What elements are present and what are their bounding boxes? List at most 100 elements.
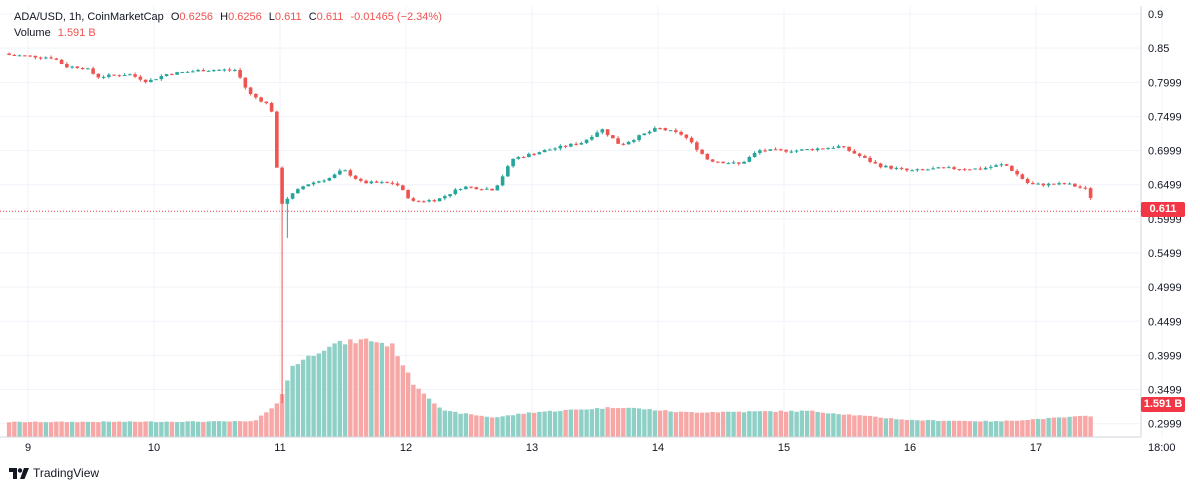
candle-body: [947, 167, 951, 169]
candle-body: [406, 190, 410, 199]
candle-body: [926, 169, 930, 171]
volume-bar: [615, 408, 621, 437]
volume-bar: [568, 409, 574, 437]
candle-body: [915, 169, 920, 171]
volume-bar: [337, 340, 343, 437]
y-tick-label: 0.4999: [1148, 282, 1182, 294]
footer: TradingView: [9, 466, 99, 480]
candle-body: [12, 54, 17, 56]
volume-bar: [33, 421, 38, 437]
volume-bar: [353, 343, 358, 437]
candle-body: [479, 189, 484, 191]
volume-bar: [831, 413, 836, 437]
candle-body: [920, 169, 925, 171]
candle-body: [952, 167, 956, 170]
volume-bar: [274, 403, 280, 437]
candle-body: [842, 146, 846, 148]
volume-bar: [915, 420, 920, 437]
candle-body: [941, 167, 946, 169]
candle-body: [931, 168, 935, 170]
volume-bar: [521, 413, 526, 437]
candle-body: [275, 111, 279, 168]
volume-bar: [542, 411, 547, 437]
volume-bar: [1004, 420, 1009, 437]
volume-bar: [983, 420, 988, 437]
candle-body: [248, 87, 253, 94]
y-tick-label: 0.6499: [1148, 180, 1182, 192]
volume-bar: [237, 421, 243, 437]
volume-bar: [883, 418, 889, 437]
volume-bar: [789, 410, 794, 437]
y-tick-label: 0.4499: [1148, 316, 1182, 328]
tradingview-brand[interactable]: TradingView: [33, 466, 100, 480]
candle-body: [1046, 183, 1051, 186]
candle-body: [348, 170, 353, 176]
candle-body: [852, 150, 857, 154]
volume-bar: [484, 416, 490, 437]
candle-body: [269, 102, 274, 112]
candle-body: [794, 150, 799, 152]
volume-bar: [463, 413, 469, 437]
candle-body: [1004, 164, 1009, 166]
candle-body: [369, 181, 374, 184]
candle-body: [117, 75, 122, 77]
candle-body: [684, 134, 689, 138]
volume-bar: [636, 408, 642, 437]
volume-bar: [993, 421, 999, 437]
candle-body: [385, 182, 389, 184]
volume-bar: [720, 411, 726, 437]
candle-body: [600, 129, 605, 133]
candle-body: [773, 149, 778, 151]
candle-body: [863, 155, 867, 158]
volume-bar: [1088, 416, 1093, 437]
candle-body: [537, 152, 542, 155]
volume-bar: [820, 412, 826, 437]
volume-bar: [673, 412, 679, 437]
volume-bar: [794, 411, 799, 437]
volume-bar: [474, 415, 479, 437]
volume-bar: [642, 409, 647, 437]
volume-bar: [64, 422, 70, 437]
candle-body: [259, 97, 263, 102]
volume-bar: [453, 411, 458, 437]
candle-body: [401, 185, 405, 191]
candle-body: [359, 178, 363, 181]
low-value: 0.611: [274, 11, 302, 23]
symbol-title[interactable]: ADA/USD, 1h, CoinMarketCap: [14, 11, 164, 23]
candle-body: [789, 151, 794, 153]
candle-body: [1057, 183, 1061, 185]
candle-body: [821, 148, 825, 150]
x-tick-label: 14: [652, 442, 664, 454]
candle-body: [185, 71, 190, 73]
last-volume-tag: 1.591 B: [1141, 397, 1185, 412]
volume-bar: [111, 421, 117, 437]
volume-label[interactable]: Volume: [14, 27, 51, 39]
candle-body: [1010, 165, 1014, 171]
volume-bar: [426, 398, 432, 437]
x-tick-label: 12: [400, 442, 412, 454]
volume-bar: [69, 421, 75, 437]
volume-bar: [584, 409, 589, 437]
volume-bar: [90, 421, 96, 437]
candle-body: [595, 132, 599, 137]
candle-body: [191, 71, 195, 73]
candle-body: [222, 69, 227, 71]
tradingview-logo-icon[interactable]: [9, 467, 29, 479]
volume-bar: [290, 365, 295, 437]
volume-bar: [873, 416, 878, 437]
volume-bar: [621, 408, 626, 437]
volume-bars: [6, 338, 1093, 437]
candle-body: [1041, 183, 1046, 186]
volume-bar: [594, 408, 600, 437]
volume-bar: [138, 421, 143, 437]
candle-body: [149, 79, 153, 83]
y-tick-label: 0.3999: [1148, 350, 1182, 362]
volume-bar: [783, 411, 789, 437]
candle-body: [878, 163, 883, 168]
volume-bar: [227, 421, 232, 437]
candle-body: [474, 187, 479, 190]
volume-bar: [894, 419, 899, 437]
candle-body: [422, 201, 426, 203]
candle-body: [695, 142, 699, 150]
candle-body: [458, 189, 463, 191]
